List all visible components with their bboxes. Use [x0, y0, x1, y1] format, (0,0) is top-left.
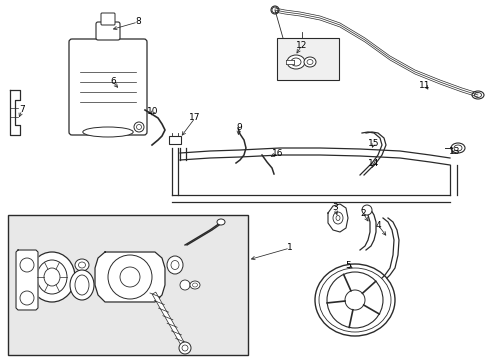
Circle shape [182, 345, 187, 351]
Ellipse shape [70, 270, 94, 300]
Ellipse shape [171, 261, 179, 270]
Bar [8, 215, 247, 355]
FancyBboxPatch shape [69, 39, 147, 135]
Text: 16: 16 [272, 148, 283, 158]
Ellipse shape [270, 6, 279, 14]
Text: 8: 8 [135, 18, 141, 27]
Ellipse shape [29, 252, 75, 302]
Ellipse shape [450, 143, 464, 153]
Circle shape [345, 290, 364, 310]
Circle shape [179, 342, 191, 354]
Text: 12: 12 [296, 40, 307, 49]
Text: 2: 2 [360, 208, 365, 217]
Ellipse shape [304, 57, 315, 67]
Ellipse shape [37, 260, 67, 294]
Ellipse shape [44, 268, 60, 286]
Ellipse shape [79, 262, 85, 268]
Circle shape [80, 283, 88, 291]
Circle shape [134, 122, 143, 132]
Ellipse shape [82, 127, 133, 137]
Ellipse shape [471, 91, 483, 99]
Text: 10: 10 [147, 108, 159, 117]
Ellipse shape [318, 268, 390, 332]
Text: 9: 9 [236, 123, 242, 132]
Text: 6: 6 [110, 77, 116, 86]
Text: 4: 4 [374, 220, 380, 230]
Ellipse shape [75, 259, 89, 271]
Ellipse shape [217, 219, 224, 225]
Ellipse shape [167, 256, 183, 274]
Text: 17: 17 [189, 113, 201, 122]
Ellipse shape [453, 145, 461, 151]
Ellipse shape [290, 58, 301, 66]
Ellipse shape [314, 264, 394, 336]
Ellipse shape [286, 55, 305, 69]
Ellipse shape [306, 59, 312, 64]
FancyBboxPatch shape [101, 13, 115, 25]
Circle shape [180, 280, 190, 290]
Circle shape [361, 205, 371, 215]
Ellipse shape [473, 93, 481, 98]
Text: 15: 15 [367, 139, 379, 148]
Text: 13: 13 [448, 148, 460, 157]
Text: 14: 14 [367, 158, 379, 167]
Polygon shape [327, 204, 347, 232]
Text: 1: 1 [286, 243, 292, 252]
Text: 5: 5 [345, 261, 350, 270]
Ellipse shape [75, 275, 89, 295]
Text: 3: 3 [331, 203, 337, 212]
Polygon shape [95, 252, 164, 302]
Circle shape [271, 7, 278, 13]
FancyBboxPatch shape [96, 22, 120, 40]
Circle shape [136, 125, 141, 130]
Ellipse shape [192, 283, 197, 287]
Bar [169, 136, 181, 144]
Polygon shape [10, 90, 20, 135]
Text: 11: 11 [418, 81, 430, 90]
Polygon shape [16, 250, 38, 310]
Ellipse shape [190, 281, 200, 289]
Circle shape [326, 272, 382, 328]
Text: 7: 7 [19, 105, 25, 114]
Bar [276, 38, 338, 80]
